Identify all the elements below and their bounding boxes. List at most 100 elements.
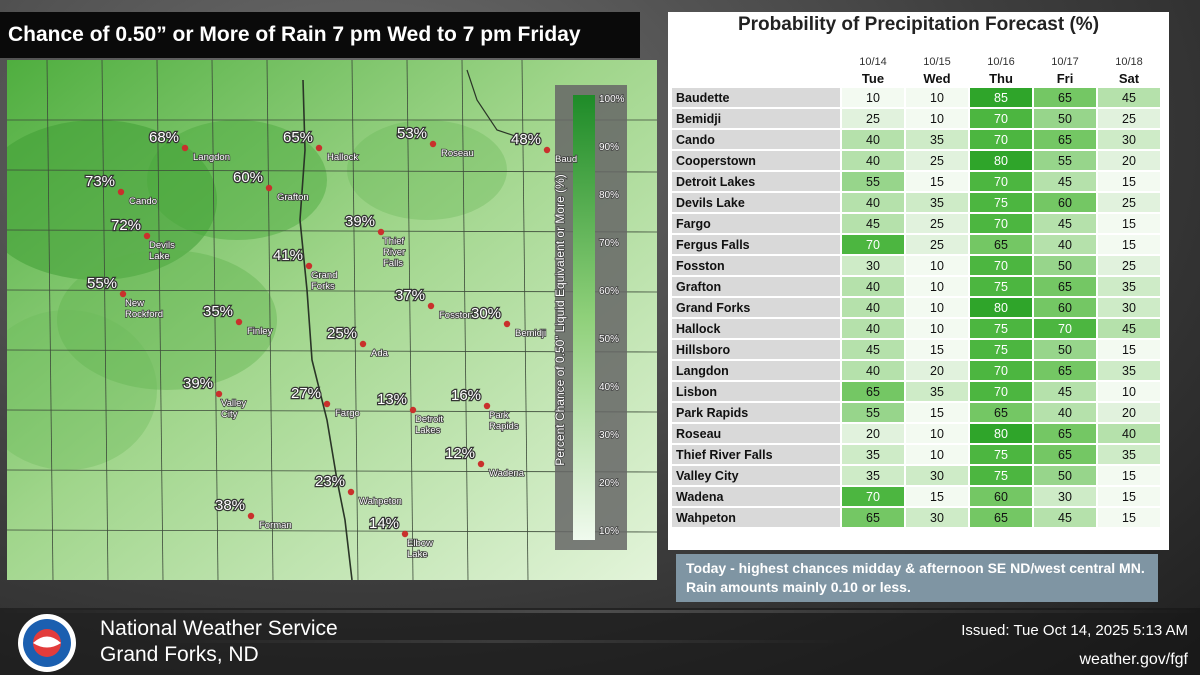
table-row: Valley City 35 30 75 50 15 — [672, 466, 1160, 485]
city-percent: 14% — [369, 515, 399, 532]
city-percent: 16% — [451, 387, 481, 404]
scale-tick-label: 40% — [599, 382, 619, 393]
table-value-cell: 45 — [1098, 88, 1160, 107]
table-value-cell: 45 — [1034, 214, 1096, 233]
city-point: 23% Wahpeton — [314, 472, 403, 508]
scale-tick-label: 50% — [599, 334, 619, 345]
table-row: Cando 40 35 70 65 30 — [672, 130, 1160, 149]
city-dot — [347, 488, 355, 496]
city-dot — [235, 318, 243, 326]
city-dot — [265, 184, 273, 192]
table-value-cell: 55 — [842, 403, 904, 422]
table-value-cell: 40 — [1098, 424, 1160, 443]
city-percent: 41% — [273, 247, 303, 264]
city-name: Rockford — [125, 309, 163, 320]
city-dot — [117, 188, 125, 196]
table-value-cell: 10 — [1098, 382, 1160, 401]
table-value-cell: 65 — [1034, 130, 1096, 149]
lake-of-woods-outline — [466, 69, 528, 141]
table-value-cell: 10 — [906, 277, 968, 296]
city-percent: 25% — [327, 325, 357, 342]
table-value-cell: 70 — [970, 214, 1032, 233]
table-day-header: Tue — [861, 71, 885, 86]
city-dot — [409, 406, 417, 414]
table-value-cell: 40 — [1034, 235, 1096, 254]
table-city-name: Cando — [672, 130, 840, 149]
city-dot — [359, 340, 367, 348]
city-point: 35% Finley — [202, 302, 274, 338]
table-row: Detroit Lakes 55 15 70 45 15 — [672, 172, 1160, 191]
table-date-header: 10/17 — [1051, 55, 1079, 68]
city-name: Falls — [383, 258, 403, 269]
table-value-cell: 20 — [1098, 403, 1160, 422]
color-scale-bar — [573, 95, 595, 540]
city-name: Forman — [259, 520, 292, 531]
city-dot — [543, 146, 551, 154]
table-value-cell: 60 — [1034, 298, 1096, 317]
table-value-cell: 70 — [842, 487, 904, 506]
table-city-name: Fergus Falls — [672, 235, 840, 254]
city-point: 68% Langdon — [148, 128, 231, 164]
scale-tick-label: 80% — [599, 190, 619, 201]
city-percent: 39% — [183, 375, 213, 392]
table-value-cell: 30 — [906, 466, 968, 485]
table-value-cell: 10 — [906, 445, 968, 464]
city-percent: 55% — [87, 275, 117, 292]
city-point: 12% Wadena — [444, 444, 526, 480]
table-city-name: Wadena — [672, 487, 840, 506]
table-row: Lisbon 65 35 70 45 10 — [672, 382, 1160, 401]
city-dot — [305, 262, 313, 270]
city-point: 38% Forman — [214, 496, 293, 532]
table-row: Baudette 10 10 85 65 45 — [672, 88, 1160, 107]
table-value-cell: 55 — [842, 172, 904, 191]
table-value-cell: 15 — [1098, 235, 1160, 254]
scale-tick-label: 100% — [599, 94, 625, 105]
table-row: Park Rapids 55 15 65 40 20 — [672, 403, 1160, 422]
precip-probability-map: 100% 90% 80% 70% 60% 50% 40% 30% 20% 10% Percent … — [7, 60, 657, 580]
table-city-name: Cooperstown — [672, 151, 840, 170]
city-percent: 60% — [233, 169, 263, 186]
table-value-cell: 45 — [842, 214, 904, 233]
table-city-name: Valley City — [672, 466, 840, 485]
city-percent: 37% — [395, 287, 425, 304]
scale-tick-label: 10% — [599, 526, 619, 537]
city-name: Grafton — [277, 192, 309, 203]
table-row: Wahpeton 65 30 65 45 15 — [672, 508, 1160, 527]
city-percent: 53% — [397, 125, 427, 142]
table-value-cell: 15 — [906, 340, 968, 359]
table-value-cell: 35 — [1098, 361, 1160, 380]
city-name: Devils — [149, 240, 175, 251]
table-value-cell: 35 — [906, 130, 968, 149]
city-dot — [483, 402, 491, 410]
table-value-cell: 30 — [1098, 298, 1160, 317]
table-day-header: Thu — [989, 71, 1013, 86]
table-value-cell: 45 — [1034, 172, 1096, 191]
city-name: Ada — [371, 348, 389, 359]
city-forecast-points: 68% Langdon 65% Hallock 53% Roseau 48% Baud 73% C… — [84, 124, 578, 561]
office-name: National Weather Service Grand Forks, ND — [100, 616, 338, 668]
city-point: 53% Roseau — [396, 124, 475, 160]
table-value-cell: 40 — [842, 298, 904, 317]
city-point: 73% Cando — [84, 172, 158, 208]
city-name: Thief — [383, 236, 404, 247]
city-dot — [427, 302, 435, 310]
city-name: Baud — [555, 154, 577, 165]
city-dot — [503, 320, 511, 328]
city-name: Elbow — [407, 538, 433, 549]
table-value-cell: 80 — [970, 151, 1032, 170]
city-dot — [377, 228, 385, 236]
precip-shading — [7, 120, 507, 470]
city-percent: 27% — [291, 385, 321, 402]
table-city-name: Grand Forks — [672, 298, 840, 317]
forecast-note: Today - highest chances midday & afterno… — [676, 554, 1158, 602]
website-link[interactable]: weather.gov/fgf — [1079, 651, 1188, 668]
city-name: City — [221, 409, 238, 420]
table-value-cell: 75 — [970, 193, 1032, 212]
city-dot — [119, 290, 127, 298]
table-date-row: 10/14 10/15 10/16 10/17 10/18 — [672, 54, 1160, 69]
table-value-cell: 65 — [1034, 88, 1096, 107]
